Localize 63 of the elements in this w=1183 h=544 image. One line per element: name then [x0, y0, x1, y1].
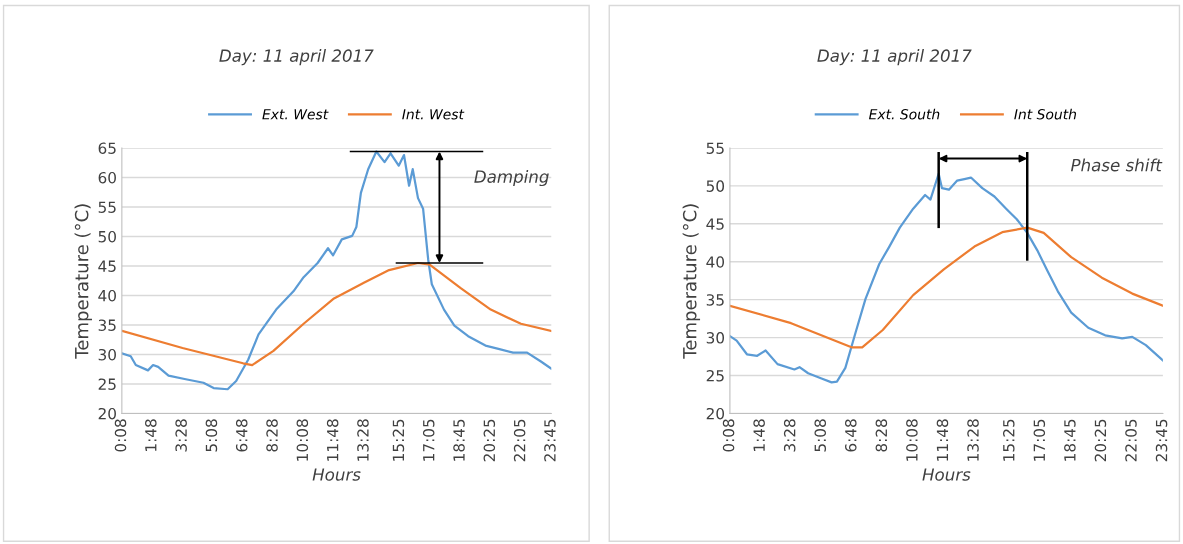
x-tick-label: 11:48 [936, 419, 949, 461]
y-tick-label: 65 [98, 142, 116, 154]
x-tick-label: 1:48 [145, 419, 157, 451]
x-tick-label: 18:45 [453, 419, 465, 461]
x-tick-label: 20:25 [1094, 419, 1107, 462]
x-axis-title: Hours [312, 468, 361, 481]
y-tick-label: 25 [706, 369, 724, 382]
x-tick-label: 13:28 [967, 419, 979, 461]
x-tick-label: 23:45 [1155, 419, 1168, 462]
x-tick-label: 8:28 [266, 419, 278, 452]
annotation: Phase shift [1070, 158, 1163, 172]
y-tick-label: 35 [706, 294, 724, 306]
x-axis-title: Hours [922, 468, 971, 481]
annotation: Damping [474, 169, 549, 187]
y-tick-label: 20 [98, 407, 116, 420]
x-tick-label: 13:28 [357, 419, 369, 461]
y-tick-label: 40 [706, 256, 725, 268]
y-axis-title: Temperature (°C) [682, 204, 701, 359]
y-tick-label: 30 [98, 348, 116, 361]
line-series [121, 150, 552, 391]
legend-label: Ext. West [262, 109, 329, 120]
x-tick-label: 11:48 [326, 419, 339, 461]
x-tick-label: 22:05 [513, 419, 526, 462]
line-series [121, 261, 552, 367]
y-tick-label: 55 [706, 142, 724, 154]
x-tick-label: 3:28 [783, 419, 796, 452]
x-tick-label: 3:28 [175, 419, 187, 452]
x-tick-label: 8:28 [875, 419, 888, 452]
chart-title: Day: 11 april 2017 [817, 49, 972, 66]
x-tick-label: 22:05 [1125, 419, 1137, 462]
x-tick-label: 15:25 [392, 419, 405, 461]
x-tick-label: 5:08 [814, 419, 827, 452]
y-tick-label: 50 [706, 180, 725, 192]
x-tick-label: 6:48 [845, 419, 857, 452]
x-tick-label: 10:08 [906, 419, 918, 461]
x-tick-label: 0:08 [722, 419, 735, 452]
y-tick-label: 25 [98, 378, 116, 390]
x-tick-label: 5:08 [205, 419, 218, 452]
legend-label: Int South [1014, 108, 1077, 120]
y-tick-label: 30 [706, 332, 725, 344]
legend-label: Ext. South [868, 108, 940, 120]
x-tick-label: 20:25 [483, 419, 496, 462]
y-tick-label: 45 [98, 260, 116, 272]
legend-label: Int. West [402, 109, 465, 120]
y-tick-label: 55 [98, 201, 116, 213]
chart-title: Day: 11 april 2017 [219, 49, 374, 66]
y-tick-label: 45 [706, 218, 724, 230]
x-tick-label: 17:05 [422, 419, 435, 461]
y-tick-label: 60 [98, 171, 116, 184]
x-tick-label: 18:45 [1064, 419, 1076, 461]
y-axis-title: Temperature (°C) [74, 204, 92, 359]
y-tick-label: 20 [706, 407, 725, 420]
line-series [729, 226, 1163, 349]
x-tick-label: 0:08 [114, 419, 127, 452]
x-tick-label: 1:48 [753, 419, 765, 451]
y-tick-label: 35 [98, 319, 116, 331]
y-tick-label: 40 [98, 289, 116, 302]
x-tick-label: 15:25 [1002, 419, 1015, 461]
x-tick-label: 10:08 [296, 419, 309, 461]
y-tick-label: 50 [98, 230, 116, 243]
x-tick-label: 23:45 [544, 419, 556, 462]
x-tick-label: 6:48 [235, 419, 248, 452]
x-tick-label: 17:05 [1033, 419, 1046, 461]
